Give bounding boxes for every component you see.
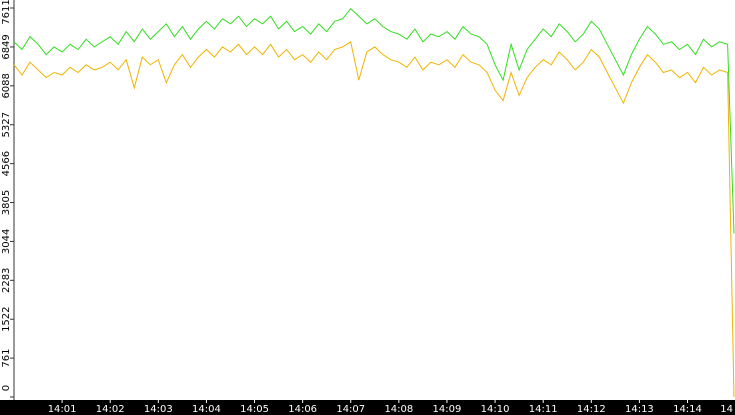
y-tick-label: 7611	[1, 0, 12, 25]
x-tick-label: 14:02	[96, 404, 125, 415]
y-tick-label: 3044	[1, 229, 12, 254]
x-tick-label: 14:12	[577, 404, 606, 415]
y-tick-label: 5327	[1, 112, 12, 137]
y-tick-label: 0	[1, 385, 12, 391]
x-tick-label: 14:01	[48, 404, 77, 415]
y-tick-label: 6849	[1, 34, 12, 59]
y-tick-label: 3805	[1, 190, 12, 215]
x-tick-label: 14:04	[192, 404, 221, 415]
series-line	[13, 40, 735, 398]
y-tick-label: 4566	[1, 151, 12, 176]
y-tick-label: 1522	[1, 306, 12, 331]
y-tick-label: 761	[1, 349, 12, 368]
x-tick-label: 14:08	[384, 404, 413, 415]
x-axis-band	[0, 400, 735, 415]
y-tick-label: 6088	[1, 73, 12, 98]
y-tick-label: 2283	[1, 268, 12, 293]
x-tick-label: 14:07	[336, 404, 365, 415]
x-tick-label: 14:11	[529, 404, 558, 415]
x-tick-label: 14:03	[144, 404, 173, 415]
x-tick-label: 14:10	[481, 404, 510, 415]
x-tick-label: 14	[720, 404, 733, 415]
series-line	[13, 7, 735, 234]
x-tick-label: 14:09	[433, 404, 462, 415]
x-tick-label: 14:05	[240, 404, 269, 415]
x-tick-label: 14:06	[288, 404, 317, 415]
x-tick-label: 14:14	[673, 404, 702, 415]
x-tick-label: 14:13	[625, 404, 654, 415]
